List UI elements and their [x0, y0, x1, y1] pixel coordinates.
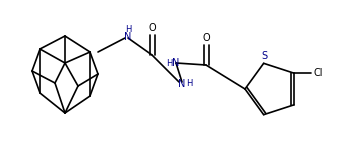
Text: H: H — [166, 58, 172, 67]
Text: N: N — [178, 79, 186, 89]
Text: O: O — [202, 33, 210, 43]
Text: H: H — [186, 79, 192, 88]
Text: N: N — [124, 32, 132, 42]
Text: Cl: Cl — [313, 68, 323, 78]
Text: H: H — [125, 26, 131, 34]
Text: N: N — [172, 58, 180, 68]
Text: O: O — [148, 23, 156, 33]
Text: S: S — [262, 51, 268, 61]
